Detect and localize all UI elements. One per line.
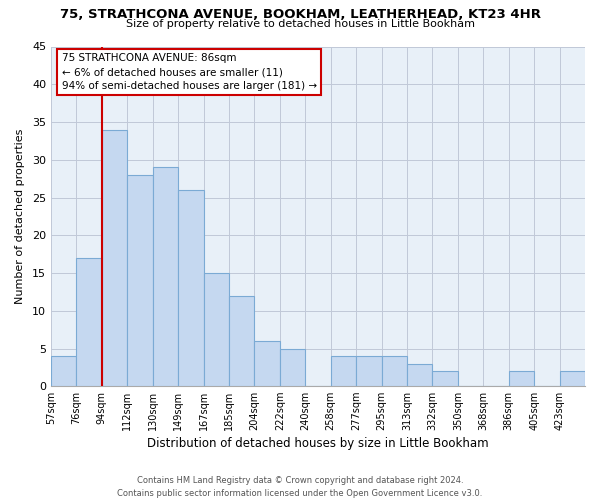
Bar [102,130,127,386]
Y-axis label: Number of detached properties: Number of detached properties [15,129,25,304]
Text: Contains HM Land Registry data © Crown copyright and database right 2024.
Contai: Contains HM Land Registry data © Crown c… [118,476,482,498]
Bar [152,168,178,386]
Text: Size of property relative to detached houses in Little Bookham: Size of property relative to detached ho… [125,19,475,29]
Bar [331,356,356,386]
Bar [560,372,585,386]
Bar [229,296,254,386]
Bar [178,190,203,386]
Bar [254,341,280,386]
Bar [203,273,229,386]
Bar [407,364,433,386]
Bar [382,356,407,386]
Bar [51,356,76,386]
X-axis label: Distribution of detached houses by size in Little Bookham: Distribution of detached houses by size … [147,437,489,450]
Bar [509,372,534,386]
Bar [433,372,458,386]
Text: 75 STRATHCONA AVENUE: 86sqm
← 6% of detached houses are smaller (11)
94% of semi: 75 STRATHCONA AVENUE: 86sqm ← 6% of deta… [62,54,317,92]
Bar [356,356,382,386]
Bar [127,175,152,386]
Text: 75, STRATHCONA AVENUE, BOOKHAM, LEATHERHEAD, KT23 4HR: 75, STRATHCONA AVENUE, BOOKHAM, LEATHERH… [59,8,541,20]
Bar [280,348,305,387]
Bar [76,258,102,386]
